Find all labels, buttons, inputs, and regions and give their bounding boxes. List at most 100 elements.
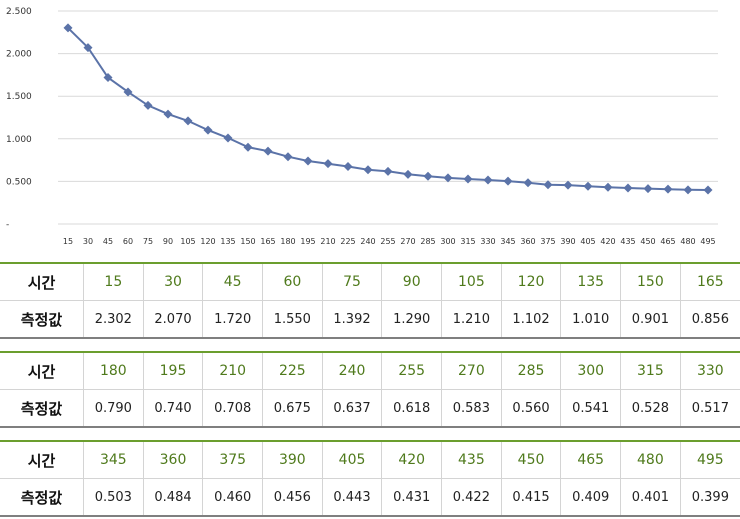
data-point xyxy=(263,146,273,156)
y-tick-label: 2.500 xyxy=(6,7,32,17)
time-cell: 150 xyxy=(620,262,681,301)
value-cell: 0.583 xyxy=(441,389,502,428)
value-cell: 1.102 xyxy=(500,300,562,339)
x-tick-label: 465 xyxy=(660,237,675,246)
time-cell: 75 xyxy=(321,262,383,301)
value-cell: 2.302 xyxy=(83,300,144,339)
value-cell: 1.010 xyxy=(560,300,622,339)
value-cell: 0.675 xyxy=(262,389,323,428)
data-point xyxy=(83,43,93,53)
value-cell: 0.618 xyxy=(381,389,443,428)
x-tick-label: 435 xyxy=(620,237,635,246)
value-cell: 0.901 xyxy=(620,300,681,339)
y-tick-label: 1.000 xyxy=(6,135,32,145)
x-tick-label: 285 xyxy=(420,237,435,246)
x-tick-label: 240 xyxy=(360,237,375,246)
x-tick-label: 165 xyxy=(260,237,275,246)
data-point xyxy=(103,72,113,82)
data-point xyxy=(603,182,613,192)
x-tick-label: 300 xyxy=(440,237,455,246)
data-point xyxy=(143,100,153,110)
x-tick-label: 270 xyxy=(400,237,415,246)
time-cell: 285 xyxy=(500,351,562,390)
x-tick-label: 450 xyxy=(640,237,655,246)
value-cell: 0.528 xyxy=(620,389,681,428)
x-tick-label: 375 xyxy=(540,237,555,246)
value-cell: 0.790 xyxy=(83,389,144,428)
data-point xyxy=(383,166,393,176)
value-cell: 0.399 xyxy=(679,478,740,517)
x-tick-label: 480 xyxy=(680,237,695,246)
time-cell: 210 xyxy=(202,351,264,390)
x-tick-label: 345 xyxy=(500,237,515,246)
value-cell: 1.210 xyxy=(441,300,502,339)
x-tick-label: 315 xyxy=(460,237,475,246)
time-cell: 135 xyxy=(560,262,622,301)
time-cell: 345 xyxy=(83,440,144,479)
time-cell: 405 xyxy=(321,440,383,479)
time-cell: 315 xyxy=(620,351,681,390)
time-cell: 45 xyxy=(202,262,264,301)
x-tick-label: 255 xyxy=(380,237,395,246)
x-tick-label: 15 xyxy=(63,237,73,246)
x-tick-label: 180 xyxy=(280,237,295,246)
time-cell: 105 xyxy=(441,262,502,301)
time-cell: 255 xyxy=(381,351,443,390)
x-tick-label: 210 xyxy=(320,237,335,246)
data-point xyxy=(303,156,313,166)
data-point xyxy=(443,173,453,183)
time-cell: 300 xyxy=(560,351,622,390)
value-cell: 0.740 xyxy=(142,389,204,428)
time-cell: 495 xyxy=(679,440,740,479)
value-cell: 0.443 xyxy=(321,478,383,517)
value-cell: 0.460 xyxy=(202,478,264,517)
data-point xyxy=(543,180,553,190)
time-header: 시간 xyxy=(0,440,84,479)
data-point xyxy=(503,176,513,186)
x-tick-label: 150 xyxy=(240,237,255,246)
time-cell: 15 xyxy=(83,262,144,301)
value-row: 측정값 0.503 0.484 0.460 0.456 0.443 0.431 … xyxy=(0,478,740,517)
series-line xyxy=(67,27,709,191)
time-cell: 390 xyxy=(262,440,323,479)
value-cell: 0.541 xyxy=(560,389,622,428)
data-point xyxy=(183,116,193,126)
x-tick-label: 195 xyxy=(300,237,315,246)
value-cell: 0.517 xyxy=(679,389,740,428)
time-cell: 240 xyxy=(321,351,383,390)
value-cell: 1.392 xyxy=(321,300,383,339)
time-cell: 225 xyxy=(262,351,323,390)
data-point xyxy=(643,184,653,194)
time-cell: 375 xyxy=(202,440,264,479)
value-row: 측정값 2.302 2.070 1.720 1.550 1.392 1.290 … xyxy=(0,300,740,339)
time-cell: 30 xyxy=(142,262,204,301)
x-tick-label: 60 xyxy=(123,237,133,246)
value-cell: 0.415 xyxy=(500,478,562,517)
time-cell: 180 xyxy=(83,351,144,390)
x-tick-label: 90 xyxy=(163,237,173,246)
x-tick-label: 330 xyxy=(480,237,495,246)
data-point xyxy=(323,159,333,169)
x-tick-label: 75 xyxy=(143,237,153,246)
y-tick-label: - xyxy=(6,220,9,230)
data-point xyxy=(403,169,413,179)
time-row: 시간 345 360 375 390 405 420 435 450 465 4… xyxy=(0,440,740,479)
time-cell: 120 xyxy=(500,262,562,301)
data-point xyxy=(343,161,353,171)
value-cell: 0.409 xyxy=(560,478,622,517)
value-row: 측정값 0.790 0.740 0.708 0.675 0.637 0.618 … xyxy=(0,389,740,428)
data-point xyxy=(223,133,233,143)
x-tick-label: 225 xyxy=(340,237,355,246)
time-cell: 450 xyxy=(500,440,562,479)
data-point xyxy=(283,152,293,162)
time-cell: 420 xyxy=(381,440,443,479)
value-cell: 0.856 xyxy=(679,300,740,339)
time-row: 시간 15 30 45 60 75 90 105 120 135 150 165 xyxy=(0,262,740,301)
value-header: 측정값 xyxy=(0,478,84,517)
time-cell: 435 xyxy=(441,440,502,479)
x-tick-label: 135 xyxy=(220,237,235,246)
value-cell: 2.070 xyxy=(142,300,204,339)
data-point xyxy=(423,171,433,181)
series-layer xyxy=(63,23,713,195)
